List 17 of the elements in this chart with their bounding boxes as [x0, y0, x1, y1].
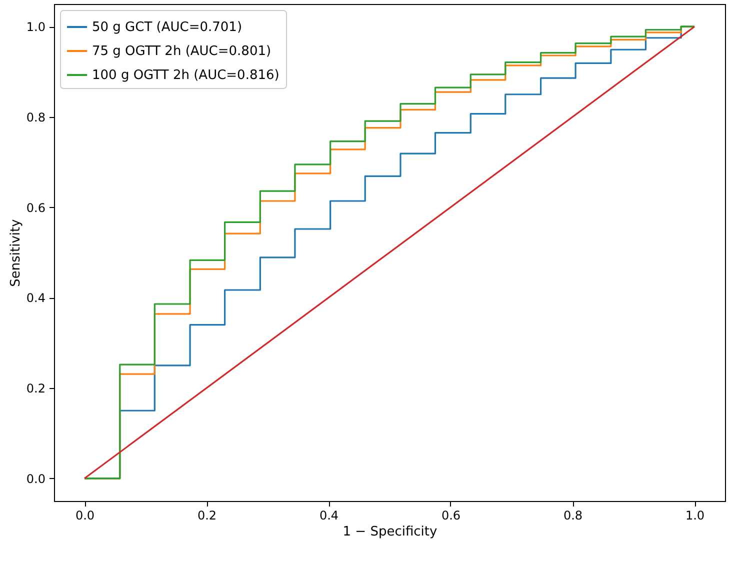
y-tick-label: 0.2	[26, 382, 46, 396]
y-tick-label: 1.0	[26, 20, 46, 34]
x-axis-title: 1 − Specificity	[342, 524, 438, 540]
y-tick-label: 0.6	[26, 200, 46, 215]
y-tick-label: 0.0	[26, 472, 46, 486]
legend-label: 50 g GCT (AUC=0.701)	[92, 20, 242, 35]
x-tick-label: 0.2	[197, 508, 217, 522]
x-tick-label: 1.0	[685, 508, 705, 522]
x-tick-label: 0.0	[75, 508, 95, 522]
x-tick-label: 0.6	[441, 508, 461, 522]
y-tick-label: 0.8	[26, 110, 46, 124]
x-tick-label: 0.4	[319, 508, 339, 522]
x-tick-label: 0.8	[563, 508, 583, 522]
y-tick-label: 0.4	[26, 291, 46, 306]
y-axis-title: Sensitivity	[8, 218, 24, 287]
legend-label: 75 g OGTT 2h (AUC=0.801)	[92, 44, 272, 59]
legend-label: 100 g OGTT 2h (AUC=0.816)	[92, 68, 280, 83]
